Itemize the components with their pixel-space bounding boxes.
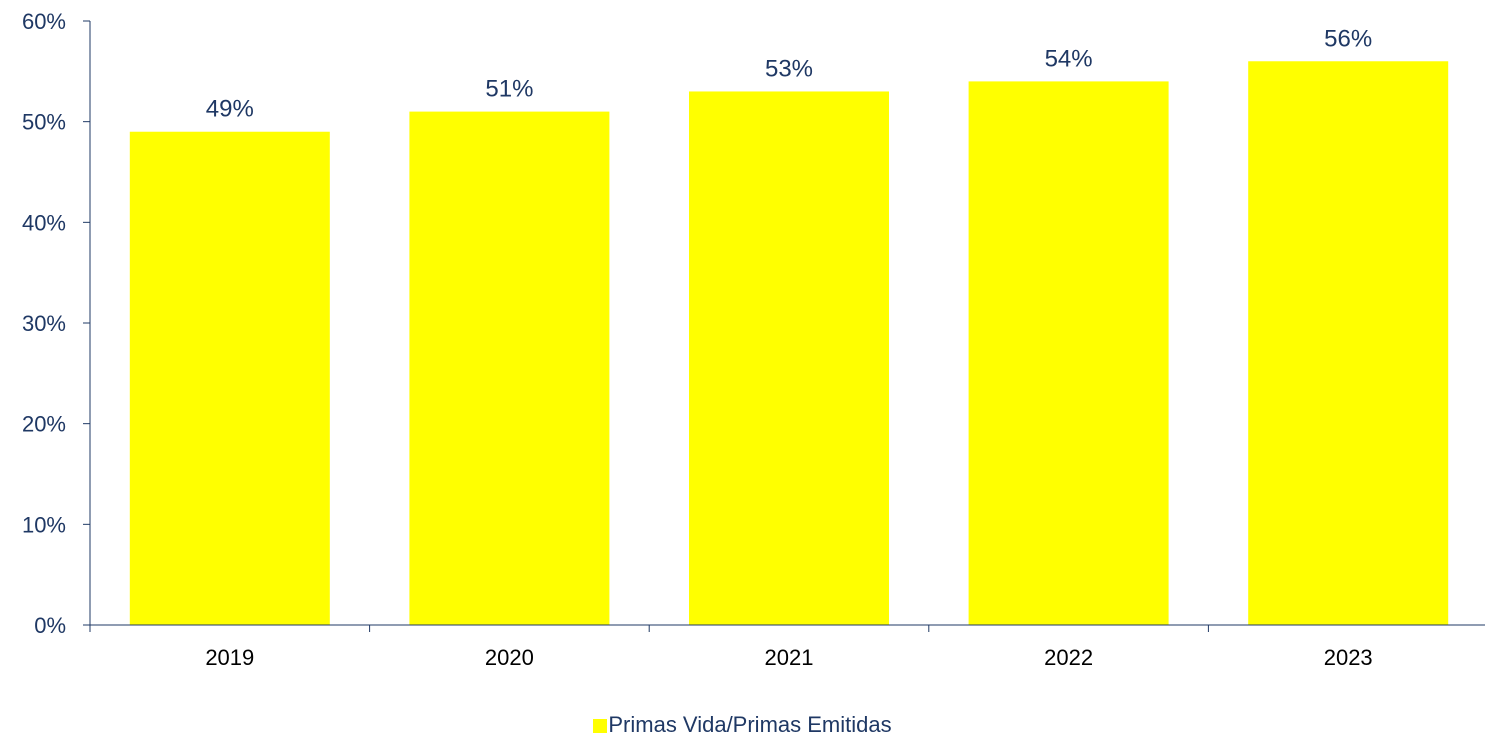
legend-swatch: [593, 719, 608, 733]
bars: [129, 61, 1449, 626]
x-tick-label: 2023: [1324, 645, 1373, 670]
y-tick-label: 10%: [22, 512, 66, 537]
y-axis: 0% 10% 20% 30% 40% 50% 60%: [22, 9, 91, 638]
data-labels: 49% 51% 53% 54% 56%: [206, 25, 1372, 122]
x-axis: 2019 2020 2021 2022 2023: [89, 624, 1485, 670]
bar: [1248, 61, 1449, 626]
y-tick-label: 50%: [22, 110, 66, 135]
y-tick-label: 0%: [34, 613, 66, 638]
y-tick-label: 30%: [22, 311, 66, 336]
x-tick-label: 2019: [205, 645, 254, 670]
data-label: 54%: [1045, 45, 1093, 72]
data-label: 51%: [485, 76, 533, 103]
data-label: 56%: [1324, 25, 1372, 52]
bar-chart: 0% 10% 20% 30% 40% 50% 60% 2019 2020 2021 2022 202…: [22, 9, 1485, 670]
x-tick-label: 2021: [765, 645, 814, 670]
bar: [129, 131, 330, 625]
y-tick-label: 60%: [22, 9, 66, 34]
bar: [409, 111, 610, 626]
bar: [689, 91, 889, 625]
data-label: 49%: [206, 96, 254, 123]
legend: Primas Vida/Primas Emitidas: [0, 712, 1485, 738]
y-tick-label: 20%: [22, 412, 66, 437]
x-tick-label: 2022: [1044, 645, 1093, 670]
bar: [968, 81, 1169, 625]
x-tick-label: 2020: [485, 645, 534, 670]
y-tick-label: 40%: [22, 210, 66, 235]
legend-label: Primas Vida/Primas Emitidas: [608, 712, 892, 737]
data-label: 53%: [765, 55, 813, 82]
